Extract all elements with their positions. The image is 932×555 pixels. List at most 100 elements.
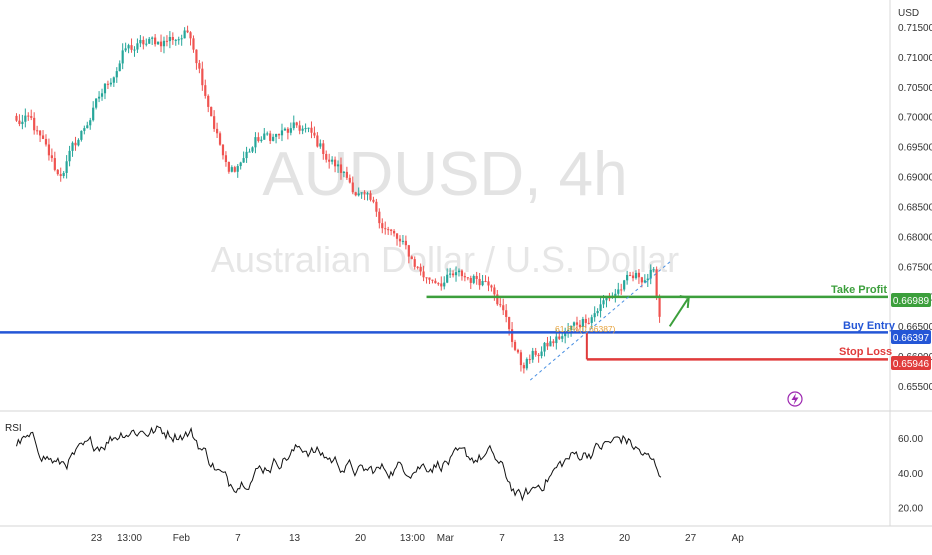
candle-body bbox=[564, 331, 567, 337]
candle-body bbox=[360, 192, 363, 194]
price-tick-label: 0.70500 bbox=[898, 83, 932, 94]
candle-body bbox=[460, 270, 464, 277]
time-tick-label: 27 bbox=[685, 533, 697, 544]
time-tick-label: Feb bbox=[173, 533, 191, 544]
candle-body bbox=[124, 48, 127, 51]
candle-body bbox=[239, 162, 242, 167]
candle-body bbox=[339, 164, 343, 173]
candle-body bbox=[505, 310, 508, 317]
svg-text:0.66989: 0.66989 bbox=[893, 296, 930, 307]
price-tick-label: 0.70000 bbox=[898, 113, 932, 124]
time-tick-label: 7 bbox=[235, 533, 241, 544]
candle-body bbox=[469, 277, 472, 283]
candle-body bbox=[605, 297, 608, 301]
take-profit-price-tag: 0.66989 bbox=[891, 293, 931, 307]
candle-body bbox=[372, 199, 375, 202]
candle-body bbox=[280, 130, 284, 136]
candle-body bbox=[499, 304, 502, 306]
lightning-icon[interactable] bbox=[787, 391, 803, 407]
candle-body bbox=[227, 162, 230, 172]
candle-body bbox=[555, 336, 558, 344]
candle-body bbox=[50, 155, 53, 159]
candlestick-series bbox=[15, 25, 661, 374]
candle-body bbox=[519, 352, 523, 366]
candle-body bbox=[136, 43, 139, 50]
candle-body bbox=[649, 269, 652, 279]
candle-body bbox=[578, 324, 582, 327]
channel-line-lower[interactable] bbox=[529, 259, 673, 381]
candle-body bbox=[145, 43, 148, 45]
candle-body bbox=[572, 322, 576, 326]
candle-body bbox=[502, 305, 505, 311]
candle-body bbox=[496, 294, 499, 305]
time-tick-label: 13:00 bbox=[400, 533, 425, 544]
time-tick-label: Ap bbox=[732, 533, 745, 544]
time-axis[interactable]: 23 13:00 Feb 7 13 20 13:00 Mar 7 13 20 27 Ap bbox=[91, 533, 744, 544]
candle-body bbox=[481, 281, 484, 286]
candle-body bbox=[307, 127, 310, 129]
candle-body bbox=[575, 322, 579, 325]
target-arrow-line[interactable] bbox=[668, 298, 689, 327]
candle-body bbox=[159, 41, 163, 47]
candle-body bbox=[83, 128, 86, 131]
candle-body bbox=[38, 130, 42, 136]
candle-body bbox=[171, 36, 174, 41]
candle-body bbox=[596, 311, 599, 314]
rsi-label[interactable]: RSI bbox=[5, 423, 22, 434]
candle-body bbox=[15, 115, 18, 121]
candle-body bbox=[363, 192, 366, 194]
candle-body bbox=[652, 269, 655, 271]
time-tick-label: 23 bbox=[91, 533, 103, 544]
watermark-symbol: AUDUSD, 4h bbox=[262, 140, 627, 209]
candle-body bbox=[224, 155, 228, 163]
candle-body bbox=[354, 192, 357, 196]
rsi-tick-label: 20.00 bbox=[898, 504, 923, 515]
candle-body bbox=[422, 271, 425, 278]
candle-body bbox=[401, 240, 405, 242]
candle-body bbox=[440, 283, 443, 287]
candle-body bbox=[103, 83, 107, 94]
candle-body bbox=[80, 130, 83, 140]
candle-body bbox=[590, 317, 593, 323]
candle-body bbox=[36, 130, 39, 132]
candle-body bbox=[154, 37, 157, 45]
candle-body bbox=[121, 50, 124, 64]
candle-body bbox=[328, 159, 331, 162]
candle-body bbox=[319, 143, 322, 147]
candle-body bbox=[490, 285, 493, 288]
candle-body bbox=[283, 128, 287, 131]
stop-loss-label: Stop Loss bbox=[839, 346, 892, 358]
candle-body bbox=[398, 238, 402, 242]
price-tick-label: 0.69500 bbox=[898, 143, 932, 154]
candle-body bbox=[186, 30, 189, 33]
candle-body bbox=[183, 30, 186, 39]
candle-body bbox=[381, 223, 384, 229]
buy-entry-label: Buy Entry bbox=[843, 320, 896, 332]
candle-body bbox=[89, 120, 92, 126]
candle-body bbox=[59, 174, 62, 177]
price-tick-label: 0.67500 bbox=[898, 262, 932, 273]
price-tick-label: 0.69000 bbox=[898, 173, 932, 184]
candle-body bbox=[581, 318, 584, 327]
price-tick-label: 0.65500 bbox=[898, 382, 932, 393]
candle-body bbox=[431, 279, 434, 281]
candle-body bbox=[587, 322, 590, 324]
candle-body bbox=[248, 151, 251, 153]
candle-body bbox=[457, 270, 461, 273]
candle-body bbox=[375, 201, 378, 212]
candle-body bbox=[451, 273, 455, 276]
candle-body bbox=[655, 269, 658, 298]
fib-label: 61.8%(0.66387) bbox=[555, 324, 616, 334]
candle-body bbox=[92, 107, 95, 121]
svg-text:0.66397: 0.66397 bbox=[893, 333, 930, 344]
candle-body bbox=[336, 164, 340, 167]
candle-body bbox=[133, 49, 136, 51]
candle-body bbox=[599, 304, 602, 312]
candle-body bbox=[466, 277, 469, 279]
candle-body bbox=[236, 166, 239, 172]
candle-body bbox=[478, 278, 481, 286]
candle-body bbox=[33, 117, 36, 131]
rsi-pane bbox=[16, 425, 662, 502]
